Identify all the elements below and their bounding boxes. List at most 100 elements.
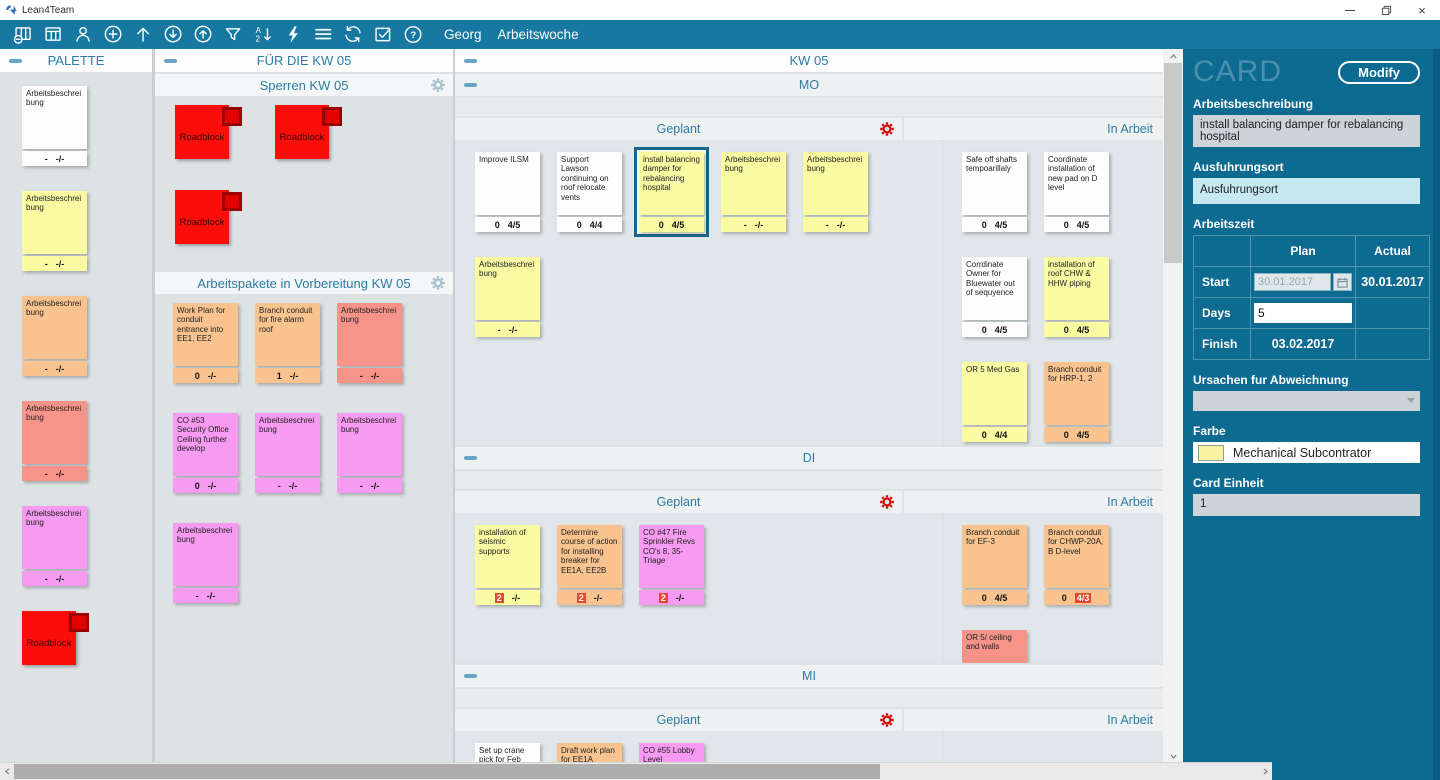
user-icon[interactable]	[73, 24, 94, 45]
work-card[interactable]: Arbeitsbeschreibung - -/-	[337, 413, 402, 493]
work-card[interactable]: Arbeitsbeschreibung - -/-	[22, 191, 87, 271]
work-card[interactable]: installation of roof CHW & HHW piping 0 4/…	[1044, 257, 1109, 337]
work-card[interactable]: Branch conduit for EF-3 0 4/5	[962, 525, 1027, 605]
work-card[interactable]: Work Plan for conduit entrance into EE1,…	[173, 303, 238, 383]
roadblock-card[interactable]: Roadblock	[275, 105, 342, 159]
work-card[interactable]: Corrdinate Owner for Bluewater out of se…	[962, 257, 1027, 337]
work-card[interactable]: installation of seismic supports 2 -/-	[475, 525, 540, 605]
roadblock-card[interactable]: Roadblock	[22, 611, 89, 665]
geplant-column-header-mo: Geplant	[455, 118, 902, 140]
quick-actions-icon[interactable]	[283, 24, 304, 45]
work-card[interactable]: OR 5/ ceiling and walls04/5	[962, 630, 1027, 663]
board-horizontal-scrollbar[interactable]	[0, 762, 1272, 780]
arrow-down-circle-icon[interactable]	[163, 24, 184, 45]
boards-icon[interactable]	[43, 24, 64, 45]
work-card[interactable]: Arbeitsbeschreibung - -/-	[22, 86, 87, 166]
work-card[interactable]: Coordinate installation of new pad on D …	[1044, 152, 1109, 232]
filter-icon[interactable]	[223, 24, 244, 45]
card-manpower-ratio: -/-	[55, 573, 65, 584]
restore-button[interactable]	[1368, 0, 1404, 20]
ausfuhrungsort-field[interactable]: Ausfuhrungsort	[1193, 178, 1420, 204]
work-card[interactable]: Arbeitsbeschreibung - -/-	[721, 152, 786, 232]
work-card[interactable]: CO #53 Security Office Ceiling further d…	[173, 413, 238, 493]
scroll-right-icon[interactable]	[1258, 763, 1272, 780]
minimize-button[interactable]	[1332, 0, 1368, 20]
roadblock-card[interactable]: Roadblock	[175, 190, 242, 244]
geplant-settings-gear-icon-mo[interactable]	[879, 121, 895, 137]
inarbeit-title-di: In Arbeit	[1107, 495, 1153, 509]
work-card[interactable]: CO #47 Fire Sprinkler Revs CO's 8, 35-Tr…	[639, 525, 704, 605]
scroll-down-icon[interactable]	[1163, 749, 1183, 763]
work-card[interactable]: Safe off shafts tempoarillaly 0 4/5	[962, 152, 1027, 232]
roadblock-card[interactable]: Roadblock	[175, 105, 242, 159]
roadblock-badge[interactable]	[69, 613, 89, 632]
roadblock-badge[interactable]	[222, 107, 242, 126]
card-manpower-ratio: -/-	[593, 592, 603, 603]
board-vertical-scrollbar[interactable]	[1163, 49, 1183, 763]
day-substrip-mo	[455, 98, 1163, 116]
sperren-card-area: Roadblock Roadblock Roadblock	[155, 96, 453, 270]
sperren-settings-gear-icon[interactable]	[430, 77, 446, 93]
farbe-dropdown[interactable]: Mechanical Subcontrator	[1193, 442, 1420, 463]
geplant-title-mi: Geplant	[656, 713, 701, 727]
card-progress-count: 0	[194, 370, 200, 381]
card-manpower-ratio: -/-	[754, 219, 764, 230]
roadblock-badge[interactable]	[222, 192, 242, 211]
card-einheit-field[interactable]: 1	[1193, 494, 1420, 516]
work-card[interactable]: Arbeitsbeschreibung - -/-	[255, 413, 320, 493]
work-card[interactable]: Arbeitsbeschreibung - -/-	[22, 296, 87, 376]
view-menu[interactable]: Arbeitswoche	[497, 27, 579, 42]
scroll-left-icon[interactable]	[0, 763, 14, 780]
work-card[interactable]: Arbeitsbeschreibung - -/-	[337, 303, 402, 383]
collapse-day-mi-icon[interactable]	[464, 674, 477, 678]
vorbereitung-settings-gear-icon[interactable]	[430, 275, 446, 291]
palette-panel: PALETTE Arbeitsbeschreibung - -/- Arbeitsbe…	[0, 49, 152, 780]
geplant-settings-gear-icon-mi[interactable]	[879, 712, 895, 728]
collapse-week-board-icon[interactable]	[464, 58, 477, 63]
work-card[interactable]: Support Lawson continuing on roof reloca…	[557, 152, 622, 232]
close-button[interactable]: ×	[1418, 2, 1426, 18]
work-card[interactable]: Branch conduit for HRP-1, 2 0 4/5	[1044, 362, 1109, 442]
collapse-week-prep-icon[interactable]	[164, 58, 177, 63]
help-icon[interactable]: ?	[403, 24, 424, 45]
arrow-up-icon[interactable]	[133, 24, 154, 45]
card-panel-scrollbar[interactable]	[1433, 49, 1440, 780]
remove-board-icon[interactable]	[13, 24, 34, 45]
work-card[interactable]: Arbeitsbeschreibung - -/-	[22, 506, 87, 586]
work-card[interactable]: Branch conduit for fire alarm roof 1 -/-	[255, 303, 320, 383]
modify-button[interactable]: Modify	[1338, 60, 1420, 84]
days-plan-input[interactable]	[1254, 303, 1352, 323]
horizontal-scroll-thumb[interactable]	[14, 764, 880, 779]
work-card[interactable]: Arbeitsbeschreibung - -/-	[22, 401, 87, 481]
card-manpower-ratio: 4/3	[1074, 592, 1092, 603]
work-card-selected[interactable]: install balancing damper for rebalancing…	[639, 152, 704, 232]
add-circle-icon[interactable]	[103, 24, 124, 45]
card-manpower-ratio: 4/5	[1076, 429, 1090, 440]
arbeitsbeschreibung-field[interactable]: install balancing damper for rebalancing…	[1193, 115, 1420, 147]
ursachen-dropdown[interactable]	[1193, 391, 1420, 411]
calendar-icon[interactable]	[1333, 273, 1352, 291]
work-card[interactable]: Arbeitsbeschreibung - -/-	[803, 152, 868, 232]
work-card[interactable]: Branch conduit for CHWP-20A, B D-level 0 4…	[1044, 525, 1109, 605]
user-menu[interactable]: Georg	[444, 27, 482, 42]
collapse-palette-icon[interactable]	[9, 58, 22, 63]
card-progress-count: -	[44, 153, 48, 164]
roadblock-badge[interactable]	[322, 107, 342, 126]
scroll-up-icon[interactable]	[1163, 49, 1183, 63]
collapse-day-mo-icon[interactable]	[464, 83, 477, 87]
work-card[interactable]: Determine course of action for installin…	[557, 525, 622, 605]
tasks-check-icon[interactable]	[373, 24, 394, 45]
refresh-icon[interactable]	[343, 24, 364, 45]
start-plan-date-input[interactable]	[1254, 273, 1331, 291]
work-card[interactable]: Arbeitsbeschreibung - -/-	[173, 523, 238, 603]
arrow-up-circle-icon[interactable]	[193, 24, 214, 45]
geplant-settings-gear-icon-di[interactable]	[879, 494, 895, 510]
work-card[interactable]: Arbeitsbeschreibung - -/-	[475, 257, 540, 337]
inarbeit-column-header-di: In Arbeit	[904, 491, 1163, 513]
vertical-scroll-thumb[interactable]	[1164, 63, 1182, 263]
collapse-day-di-icon[interactable]	[464, 456, 477, 460]
work-card[interactable]: Improve ILSM 0 4/5	[475, 152, 540, 232]
menu-icon[interactable]	[313, 24, 334, 45]
work-card[interactable]: OR 5 Med Gas 0 4/4	[962, 362, 1027, 442]
